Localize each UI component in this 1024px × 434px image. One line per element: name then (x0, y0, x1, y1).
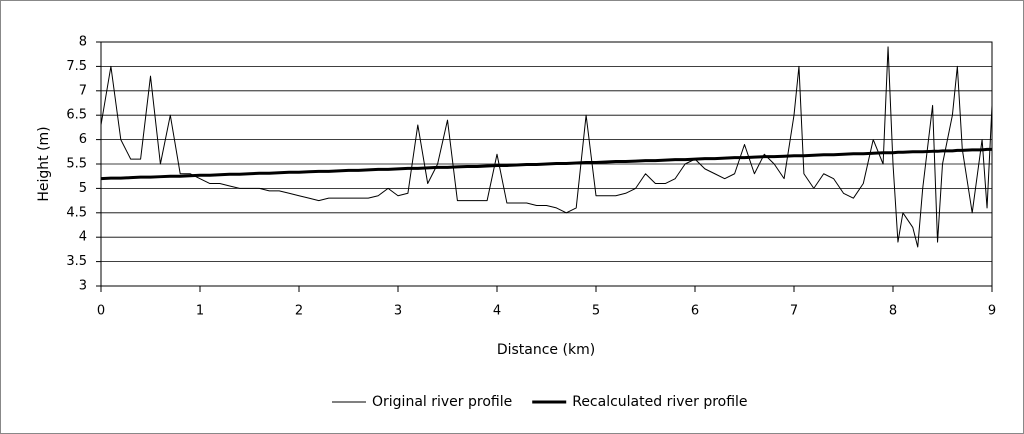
y-tick-label: 5.5 (66, 157, 87, 172)
y-tick-label: 8 (79, 35, 87, 50)
y-tick-label: 6.5 (66, 108, 87, 123)
y-tick-label: 6 (79, 132, 87, 147)
y-tick-label: 7.5 (66, 59, 87, 74)
y-axis-title: Height (m) (36, 126, 52, 201)
x-tick-label: 4 (493, 304, 501, 319)
x-axis-title: Distance (km) (497, 342, 595, 358)
x-tick-label: 2 (295, 304, 303, 319)
x-tick-label: 3 (394, 304, 402, 319)
y-tick-label: 3 (79, 279, 87, 294)
x-tick-label: 6 (691, 304, 699, 319)
x-tick-label: 1 (196, 304, 204, 319)
data-line (100, 147, 992, 181)
x-tick-label: 9 (988, 304, 996, 319)
y-tick-label: 5 (79, 181, 87, 196)
plot-area (100, 41, 993, 287)
x-tick-label: 5 (592, 304, 600, 319)
x-tick-label: 0 (97, 304, 105, 319)
x-tick-label: 7 (790, 304, 798, 319)
y-tick-label: 7 (79, 83, 87, 98)
y-tick-label: 4 (79, 230, 87, 245)
y-tick-label: 3.5 (66, 254, 87, 269)
legend-label: Recalculated river profile (572, 394, 747, 410)
y-tick-label: 4.5 (66, 205, 87, 220)
legend-label: Original river profile (372, 394, 512, 410)
x-tick-label: 8 (889, 304, 897, 319)
